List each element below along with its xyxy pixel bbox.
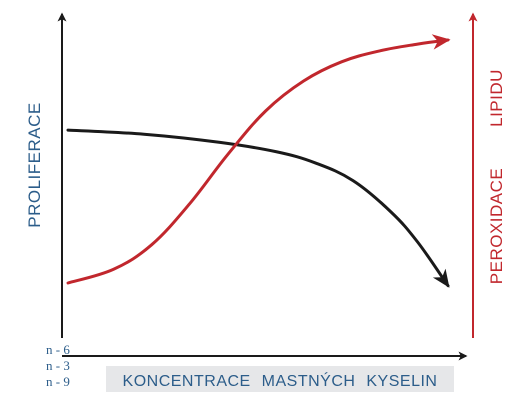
- x-tick-label-n3: n - 3: [46, 358, 70, 373]
- x-axis-label-band: [106, 366, 454, 392]
- series-line-lipid-peroxidation: [66, 34, 451, 285]
- y-axis-right-label-2: LIPIDU: [487, 69, 506, 127]
- x-tick-label-n9: n - 9: [46, 374, 70, 389]
- series-line-proliferation: [66, 128, 450, 288]
- y-axis-right-label-1: PEROXIDACE: [487, 168, 506, 284]
- x-tick-label-n6: n - 6: [46, 342, 70, 357]
- x-axis-label: KONCENTRACE MASTNÝCH KYSELIN: [123, 371, 438, 390]
- y-axis-left-label: PROLIFERACE: [25, 102, 44, 227]
